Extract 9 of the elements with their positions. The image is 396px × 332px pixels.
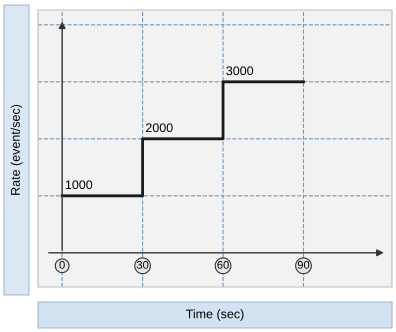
x-tick-label: 0 bbox=[59, 260, 65, 269]
data-label: 2000 bbox=[146, 123, 173, 132]
data-label: 1000 bbox=[66, 180, 92, 190]
x-tick-label: 30 bbox=[136, 260, 148, 269]
data-label: 3000 bbox=[226, 66, 254, 76]
x-tick-label: 90 bbox=[298, 260, 310, 269]
y-axis-title: Rate (event/sec) bbox=[10, 104, 22, 195]
x-tick-label: 60 bbox=[217, 260, 229, 269]
x-axis-title: Time (sec) bbox=[186, 309, 244, 321]
